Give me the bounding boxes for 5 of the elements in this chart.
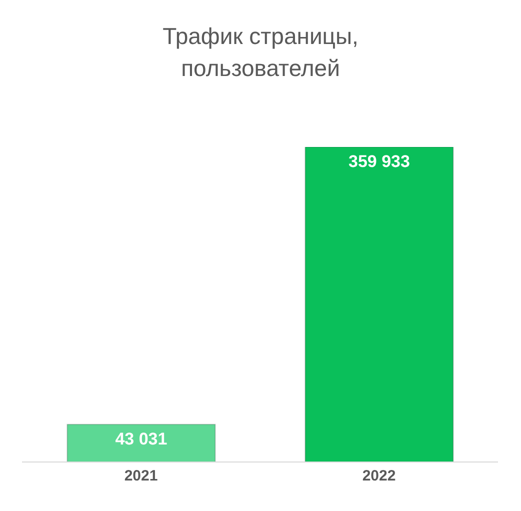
data-label: 43 031 — [115, 429, 168, 448]
chart-title: Трафик страницы, пользователей — [162, 22, 360, 83]
x-tick-label: 2021 — [124, 468, 158, 485]
data-label: 359 933 — [348, 152, 410, 172]
x-tick-label: 2022 — [362, 468, 396, 485]
